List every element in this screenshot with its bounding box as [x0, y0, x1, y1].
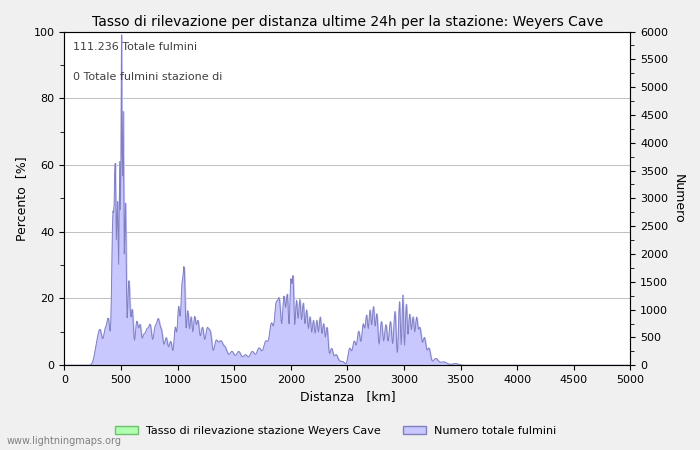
Legend: Tasso di rilevazione stazione Weyers Cave, Numero totale fulmini: Tasso di rilevazione stazione Weyers Cav…	[111, 421, 561, 440]
Title: Tasso di rilevazione per distanza ultime 24h per la stazione: Weyers Cave: Tasso di rilevazione per distanza ultime…	[92, 15, 603, 29]
X-axis label: Distanza   [km]: Distanza [km]	[300, 391, 395, 404]
Text: www.lightningmaps.org: www.lightningmaps.org	[7, 436, 122, 446]
Text: 111.236 Totale fulmini: 111.236 Totale fulmini	[73, 41, 197, 52]
Y-axis label: Numero: Numero	[672, 174, 685, 223]
Text: 0 Totale fulmini stazione di: 0 Totale fulmini stazione di	[73, 72, 222, 81]
Y-axis label: Percento  [%]: Percento [%]	[15, 156, 28, 241]
